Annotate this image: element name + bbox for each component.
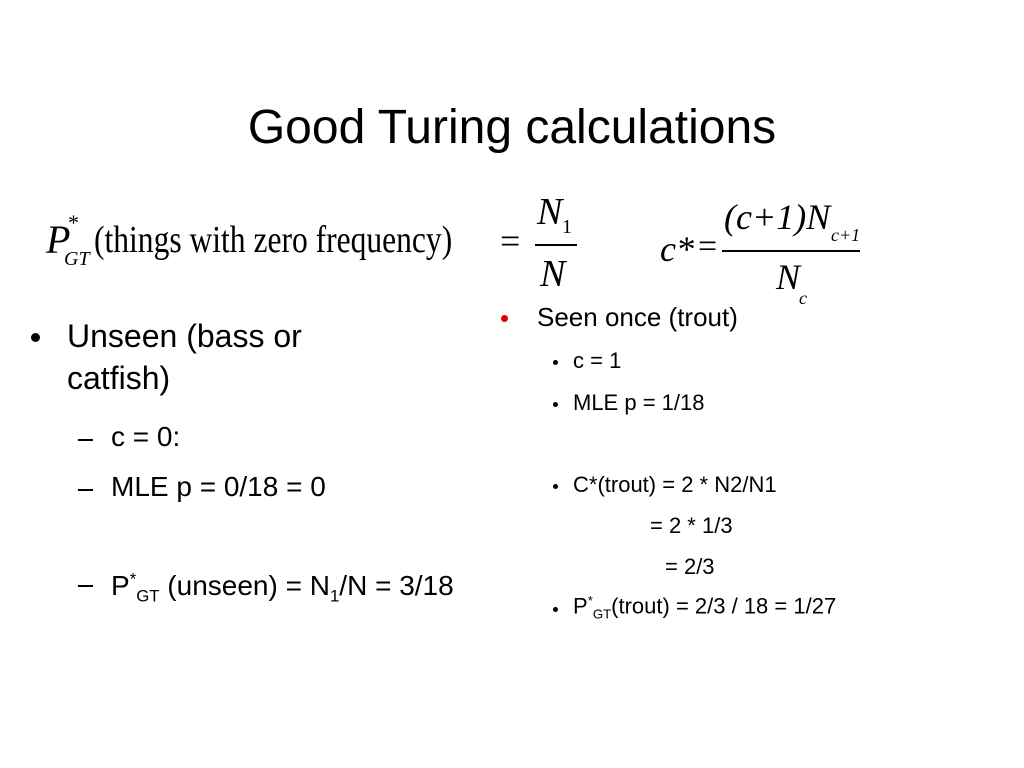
formula-symbol: N xyxy=(537,191,563,233)
bullet xyxy=(553,484,558,489)
bullet-text: Seen once (trout) xyxy=(537,302,738,332)
slide-title: Good Turing calculations xyxy=(247,101,777,154)
bullet xyxy=(553,607,558,612)
dash xyxy=(78,489,93,491)
sub-bullet-text: MLE p = 1/18 xyxy=(573,390,705,415)
sub-bullet-text: P*GT (unseen) = N1/N = 3/18 xyxy=(111,566,471,609)
text: (unseen) = N xyxy=(159,570,330,601)
superscript: * xyxy=(587,593,593,608)
sub-bullet-text: P*GT(trout) = 2/3 / 18 = 1/27 xyxy=(573,593,836,622)
formula-equals: = xyxy=(500,221,521,261)
text: P xyxy=(573,593,588,619)
bullet xyxy=(553,402,558,407)
formula-subscript: c+1 xyxy=(831,225,861,245)
formula-equals: = xyxy=(698,228,718,265)
superscript: * xyxy=(129,569,137,589)
bullet xyxy=(553,360,558,365)
formula-symbol: P xyxy=(46,217,71,262)
formula-text: (things with zero frequency) xyxy=(94,219,453,261)
text: (trout) = 2/3 / 18 = 1/27 xyxy=(611,593,837,619)
formula-symbol: c* xyxy=(660,229,694,269)
fraction-bar xyxy=(722,250,860,252)
text: P xyxy=(111,570,130,601)
subscript: GT xyxy=(136,586,160,606)
subscript: GT xyxy=(592,606,612,622)
dash xyxy=(78,439,93,441)
text: /N = 3/18 xyxy=(339,570,454,601)
bullet-text: Unseen (bass or catfish) xyxy=(67,318,302,396)
formula-subscript: c xyxy=(799,288,807,308)
bullet xyxy=(501,315,508,322)
sub-bullet-text: c = 1 xyxy=(573,348,622,373)
sub-bullet-text: c = 0: xyxy=(111,421,181,452)
sub-bullet-text: C*(trout) = 2 * N2/N1 xyxy=(573,472,777,497)
bullet xyxy=(31,333,40,342)
sub-bullet-text: MLE p = 0/18 = 0 xyxy=(111,471,326,502)
subscript: 1 xyxy=(329,586,340,606)
formula-symbol: N xyxy=(776,257,801,297)
formula-subscript: GT xyxy=(64,248,90,270)
dash xyxy=(78,585,93,587)
continuation-text: = 2 * 1/3 xyxy=(650,513,733,538)
fraction-bar xyxy=(535,244,577,246)
continuation-text: = 2/3 xyxy=(665,554,715,579)
formula-symbol: (c+1)N xyxy=(724,197,831,237)
formula-symbol: N xyxy=(540,253,566,295)
formula-superscript: * xyxy=(68,210,79,235)
formula-subscript: 1 xyxy=(562,216,572,238)
